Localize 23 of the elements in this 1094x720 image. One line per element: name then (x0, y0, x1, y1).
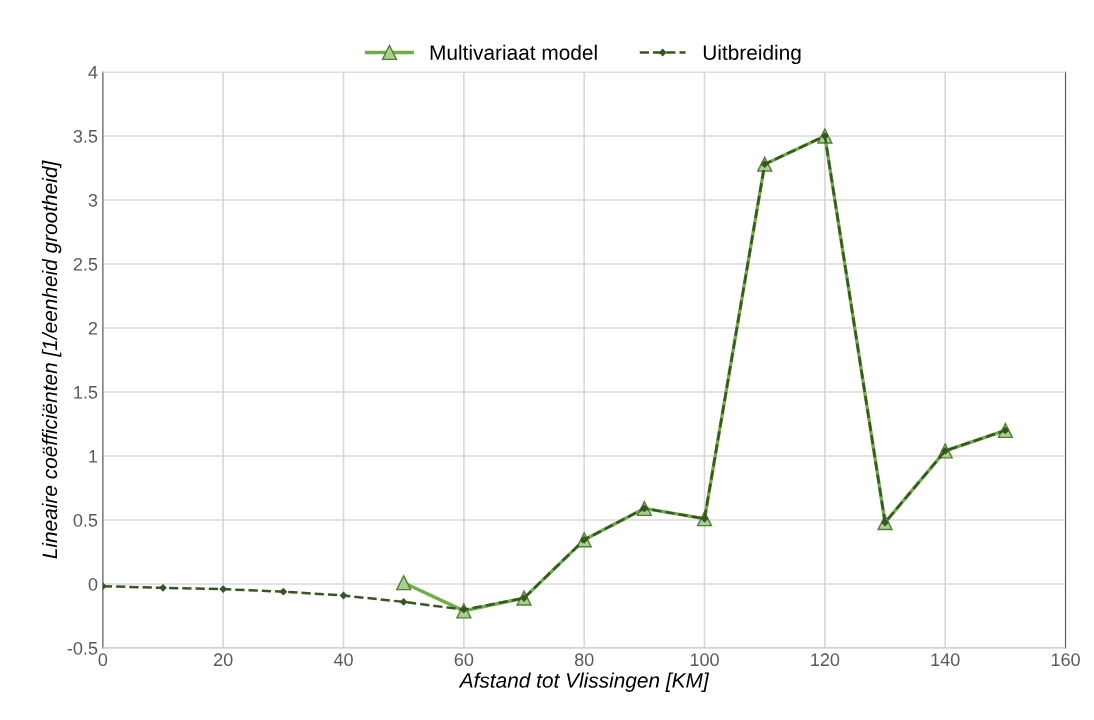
y-axis-title: Lineaire coëfficiënten [1/eenheid grootheid] (41, 160, 62, 559)
x-tick-label: 60 (454, 653, 474, 667)
y-tick-label: 2.5 (73, 257, 98, 271)
x-tick-label: 140 (931, 653, 960, 667)
x-tick-label: 160 (1051, 653, 1080, 667)
y-tick-label: 0.5 (73, 513, 98, 527)
x-tick-label: 100 (690, 653, 719, 667)
y-tick-label: 1 (89, 450, 98, 463)
x-tick-label: 120 (811, 653, 840, 667)
y-tick-label: 4 (88, 66, 98, 79)
y-tick-label: 3.5 (73, 129, 98, 143)
x-tick-label: 80 (574, 653, 594, 667)
y-tick-label: 3 (88, 193, 98, 207)
y-tick-label: 1.5 (74, 386, 98, 399)
x-tick-label: 20 (214, 653, 233, 667)
legend-label: Multivariaat model (430, 44, 597, 60)
y-tick-label: 2 (88, 321, 98, 335)
x-tick-label: 40 (333, 653, 353, 667)
legend-label: Uitbreiding (703, 44, 801, 65)
x-axis-title: Afstand tot Vlissingen [KM] (458, 672, 710, 692)
y-tick-label: 0 (88, 577, 98, 591)
y-tick-label: -0.5 (67, 641, 98, 655)
x-tick-label: 0 (98, 653, 108, 667)
